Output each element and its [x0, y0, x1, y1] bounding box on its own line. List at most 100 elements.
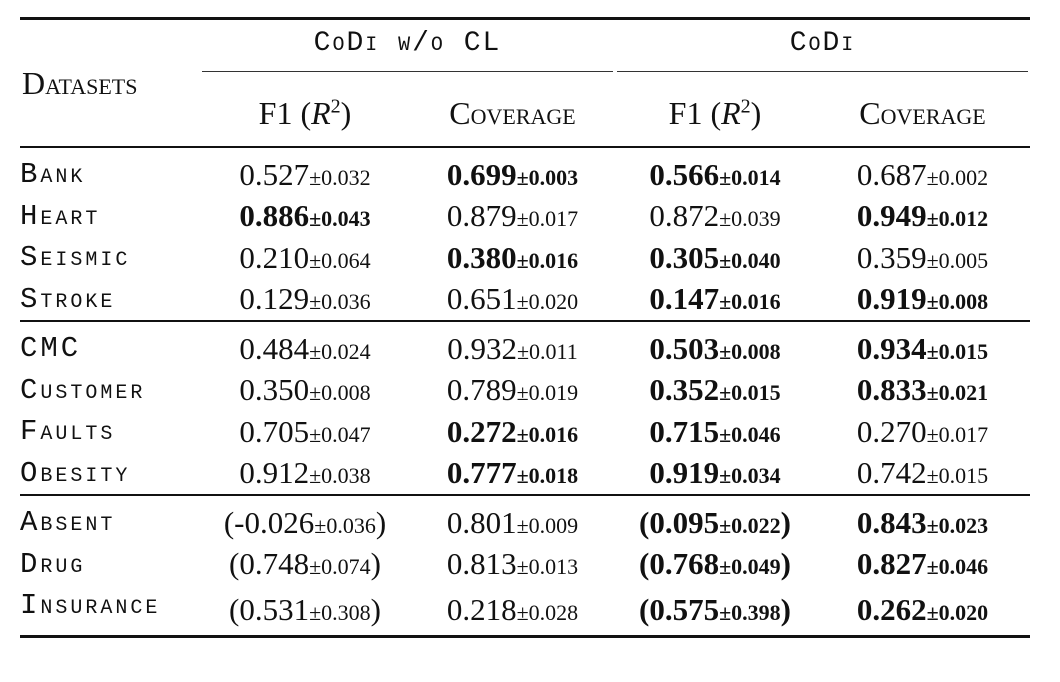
- result-cell: 0.651±0.020: [410, 279, 615, 322]
- sub-header-post: ): [340, 94, 352, 131]
- mean-value: 0.748: [239, 546, 310, 582]
- result-cell: 0.813±0.013: [410, 544, 615, 586]
- mean-value: 0.095: [649, 504, 720, 540]
- mean-value: 0.352: [649, 372, 720, 408]
- mean-value: 0.380: [446, 239, 517, 275]
- std-value: ±0.018: [516, 463, 579, 489]
- table-row: Insurance (0.531±0.308) 0.218±0.028 (0.575±…: [20, 585, 1030, 636]
- std-value: ±0.019: [516, 380, 579, 406]
- dataset-name: Stroke: [20, 282, 116, 316]
- result-cell: 0.129±0.036: [200, 279, 410, 322]
- mean-value: 0.872: [649, 198, 720, 234]
- paren-close: ): [375, 504, 387, 540]
- std-value: ±0.049: [719, 554, 781, 580]
- sub-header-var: R: [721, 94, 741, 131]
- dataset-name: Faults: [20, 415, 116, 449]
- mean-value: 0.919: [856, 281, 927, 317]
- mean-value: 0.777: [446, 455, 517, 491]
- mean-value: 0.305: [649, 239, 720, 275]
- result-cell: 0.934±0.015: [815, 321, 1030, 370]
- result-cell: 0.912±0.038: [200, 453, 410, 496]
- result-cell: (0.531±0.308): [200, 585, 410, 636]
- result-cell: 0.566±0.014: [615, 147, 815, 196]
- mean-value: 0.932: [447, 330, 517, 366]
- mean-value: -0.026: [234, 504, 315, 540]
- mean-value: 0.912: [239, 455, 310, 491]
- mean-value: 0.789: [446, 372, 517, 408]
- std-value: ±0.022: [719, 512, 781, 538]
- mean-value: 0.527: [239, 156, 310, 192]
- result-cell: 0.919±0.034: [615, 453, 815, 496]
- mean-value: 0.147: [649, 281, 720, 317]
- paren-close: ): [370, 591, 381, 627]
- mean-value: 0.359: [856, 239, 927, 275]
- std-value: ±0.015: [926, 463, 989, 489]
- paren-close: ): [780, 546, 791, 582]
- std-value: ±0.046: [719, 421, 781, 447]
- std-value: ±0.015: [719, 380, 781, 406]
- result-cell: 0.742±0.015: [815, 453, 1030, 496]
- group-label: CoDi w/o CL: [202, 28, 613, 72]
- std-value: ±0.016: [516, 247, 579, 273]
- result-cell: 0.705±0.047: [200, 411, 410, 453]
- result-cell: 0.801±0.009: [410, 495, 615, 544]
- result-cell: 0.210±0.064: [200, 237, 410, 279]
- sub-header: F1 (R2): [200, 80, 410, 147]
- mean-value: 0.262: [856, 591, 927, 627]
- mean-value: 0.768: [649, 546, 720, 582]
- result-cell: 0.147±0.016: [615, 279, 815, 322]
- std-value: ±0.039: [719, 206, 781, 232]
- table-row: Obesity 0.912±0.038 0.777±0.018 0.919±0.034…: [20, 453, 1030, 496]
- result-cell: 0.919±0.008: [815, 279, 1030, 322]
- paren-close: ): [780, 504, 791, 540]
- result-cell: 0.932±0.011: [410, 321, 615, 370]
- std-value: ±0.023: [926, 512, 989, 538]
- paren-open: (: [639, 504, 650, 540]
- std-value: ±0.008: [309, 380, 371, 406]
- group-header: CoDi w/o CL: [200, 19, 615, 81]
- dataset-name: CMC: [20, 332, 82, 366]
- result-cell: 0.527±0.032: [200, 147, 410, 196]
- result-cell: 0.879±0.017: [410, 196, 615, 238]
- std-value: ±0.028: [516, 599, 579, 625]
- table-row: Heart 0.886±0.043 0.879±0.017 0.872±0.039 0.…: [20, 196, 1030, 238]
- mean-value: 0.813: [446, 546, 517, 582]
- mean-value: 0.575: [649, 591, 720, 627]
- result-cell: (0.748±0.074): [200, 544, 410, 586]
- mean-value: 0.919: [649, 455, 720, 491]
- table-section: Bank 0.527±0.032 0.699±0.003 0.566±0.014 0.6…: [20, 147, 1030, 321]
- result-cell: 0.305±0.040: [615, 237, 815, 279]
- mean-value: 0.531: [239, 591, 310, 627]
- sub-header-sup: 2: [330, 94, 341, 117]
- result-cell: 0.833±0.021: [815, 370, 1030, 412]
- result-cell: 0.789±0.019: [410, 370, 615, 412]
- mean-value: 0.129: [239, 281, 310, 317]
- table-row: Seismic 0.210±0.064 0.380±0.016 0.305±0.040…: [20, 237, 1030, 279]
- std-value: ±0.003: [516, 164, 579, 190]
- std-value: ±0.024: [309, 338, 371, 364]
- table-row: Customer 0.350±0.008 0.789±0.019 0.352±0.01…: [20, 370, 1030, 412]
- dataset-name: Heart: [20, 199, 101, 233]
- table-row: Bank 0.527±0.032 0.699±0.003 0.566±0.014 0.6…: [20, 147, 1030, 196]
- mean-value: 0.272: [446, 413, 517, 449]
- mean-value: 0.742: [856, 455, 927, 491]
- std-value: ±0.032: [309, 164, 371, 190]
- table-row: Absent (-0.026±0.036) 0.801±0.009 (0.095±0.…: [20, 495, 1030, 544]
- result-cell: 0.687±0.002: [815, 147, 1030, 196]
- corner-header: Datasets: [22, 64, 138, 101]
- result-cell: 0.380±0.016: [410, 237, 615, 279]
- dataset-name: Insurance: [20, 589, 161, 623]
- mean-value: 0.934: [856, 330, 927, 366]
- std-value: ±0.013: [516, 554, 579, 580]
- mean-value: 0.687: [856, 156, 927, 192]
- dataset-name: Obesity: [20, 456, 131, 490]
- std-value: ±0.017: [926, 421, 989, 447]
- result-cell: 0.352±0.015: [615, 370, 815, 412]
- paren-open: (: [229, 591, 240, 627]
- std-value: ±0.074: [309, 554, 371, 580]
- sub-header-post: ): [750, 94, 762, 131]
- sub-header-sup: 2: [740, 94, 751, 117]
- result-cell: 0.827±0.046: [815, 544, 1030, 586]
- std-value: ±0.015: [926, 338, 989, 364]
- std-value: ±0.046: [926, 554, 989, 580]
